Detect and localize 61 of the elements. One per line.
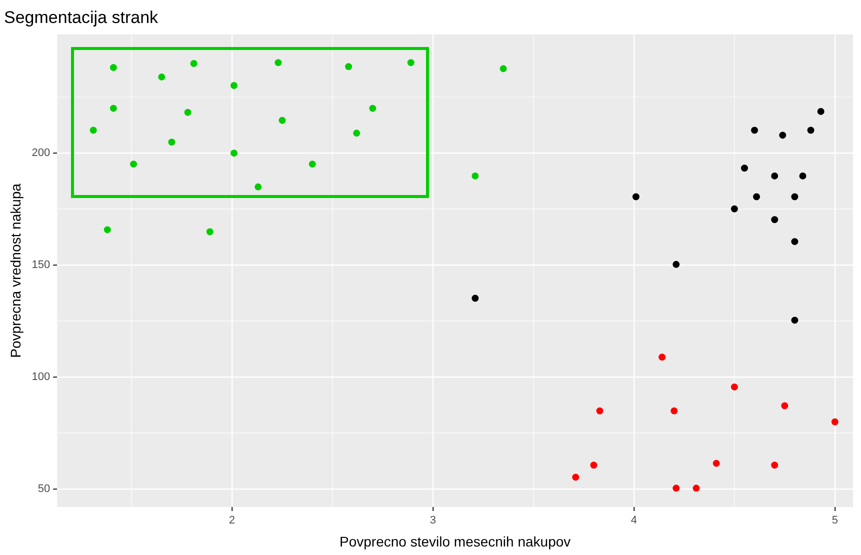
- x-tick-label: 5: [832, 514, 838, 527]
- point: [712, 460, 720, 467]
- point: [158, 73, 166, 80]
- point: [632, 193, 640, 200]
- point: [230, 150, 238, 157]
- point: [500, 65, 507, 72]
- point: [831, 418, 838, 426]
- point: [596, 407, 604, 414]
- point: [771, 462, 778, 469]
- point: [807, 126, 814, 134]
- point: [206, 228, 214, 236]
- point: [672, 260, 680, 268]
- point: [110, 104, 117, 112]
- point: [779, 132, 786, 139]
- point: [345, 63, 352, 70]
- point: [230, 82, 238, 89]
- point: [407, 59, 414, 66]
- point: [308, 160, 316, 168]
- point: [781, 402, 788, 410]
- point: [740, 164, 748, 172]
- point: [190, 60, 198, 68]
- y-tick-label: 150: [32, 259, 50, 272]
- y-tick-label: 200: [32, 147, 50, 160]
- x-axis-title: Povprecno stevilo mesecnih nakupov: [340, 533, 571, 550]
- y-axis-title: Povprecna vrednost nakupa: [7, 183, 24, 358]
- point: [472, 294, 479, 302]
- point: [791, 316, 798, 324]
- point: [791, 238, 798, 246]
- y-tick-label: 100: [32, 371, 50, 384]
- point: [753, 193, 760, 200]
- x-tick-label: 4: [630, 514, 638, 527]
- point: [799, 172, 806, 180]
- point: [184, 108, 192, 116]
- point: [672, 484, 680, 492]
- point: [278, 116, 286, 124]
- point: [254, 183, 262, 190]
- point: [658, 354, 666, 361]
- point: [670, 407, 678, 414]
- point: [692, 484, 700, 492]
- point: [168, 138, 176, 146]
- point: [590, 462, 598, 469]
- point: [751, 126, 758, 134]
- point: [90, 126, 97, 134]
- x-tick-label: 3: [430, 514, 436, 527]
- point: [110, 64, 117, 72]
- point: [572, 474, 580, 481]
- x-tick-label: 2: [228, 514, 236, 527]
- point: [274, 59, 282, 66]
- chart-title: Segmentacija strank: [4, 8, 159, 27]
- point: [771, 172, 778, 180]
- point: [730, 383, 738, 390]
- point: [104, 226, 111, 234]
- point: [791, 193, 798, 200]
- point: [353, 130, 360, 137]
- point: [369, 104, 376, 112]
- point: [771, 216, 778, 224]
- point: [472, 172, 479, 180]
- point: [730, 205, 738, 212]
- y-tick-label: 50: [38, 483, 50, 496]
- point: [130, 160, 138, 168]
- point: [817, 108, 824, 115]
